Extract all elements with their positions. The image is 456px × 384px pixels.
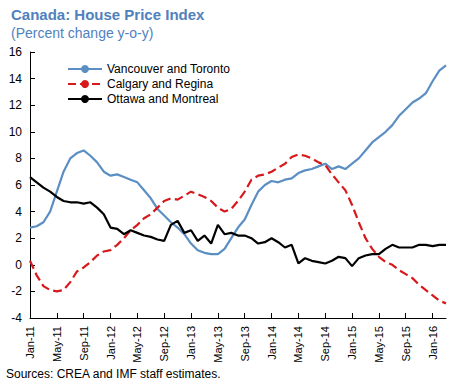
svg-text:May-15: May-15 (373, 326, 385, 363)
svg-text:Ottawa and Montreal: Ottawa and Montreal (107, 92, 218, 106)
svg-text:May-14: May-14 (292, 326, 304, 363)
svg-text:Calgary and Regina: Calgary and Regina (107, 77, 213, 91)
svg-text:Canada: House Price Index: Canada: House Price Index (11, 6, 205, 23)
svg-text:12: 12 (9, 98, 23, 112)
svg-text:10: 10 (9, 125, 23, 139)
svg-text:8: 8 (15, 151, 22, 165)
svg-text:May-11: May-11 (51, 326, 63, 362)
svg-text:6: 6 (15, 178, 22, 192)
svg-text:May-12: May-12 (131, 326, 143, 363)
svg-text:0: 0 (15, 258, 22, 272)
svg-text:4: 4 (15, 205, 22, 219)
svg-text:Sources: CREA and IMF staff es: Sources: CREA and IMF staff estimates. (6, 367, 221, 381)
svg-text:Jan-11: Jan-11 (24, 326, 36, 359)
svg-text:14: 14 (9, 72, 23, 86)
svg-text:Jan-12: Jan-12 (105, 326, 117, 360)
svg-text:Jan-15: Jan-15 (346, 326, 358, 360)
svg-text:Jan-16: Jan-16 (427, 326, 439, 360)
svg-text:(Percent change y-o-y): (Percent change y-o-y) (11, 25, 153, 41)
svg-text:-2: -2 (11, 284, 22, 298)
svg-text:Sep-13: Sep-13 (239, 326, 251, 361)
svg-text:Sep-11: Sep-11 (78, 326, 90, 361)
svg-text:Jan-14: Jan-14 (266, 326, 278, 360)
svg-text:May-13: May-13 (212, 326, 224, 363)
svg-text:Vancouver and Toronto: Vancouver and Toronto (107, 62, 230, 76)
svg-text:Jan-13: Jan-13 (185, 326, 197, 360)
svg-text:Sep-14: Sep-14 (319, 326, 331, 361)
svg-text:Sep-12: Sep-12 (158, 326, 170, 361)
svg-text:-4: -4 (11, 311, 22, 325)
svg-text:Sep-15: Sep-15 (400, 326, 412, 361)
svg-text:16: 16 (9, 45, 23, 59)
svg-text:2: 2 (15, 231, 22, 245)
